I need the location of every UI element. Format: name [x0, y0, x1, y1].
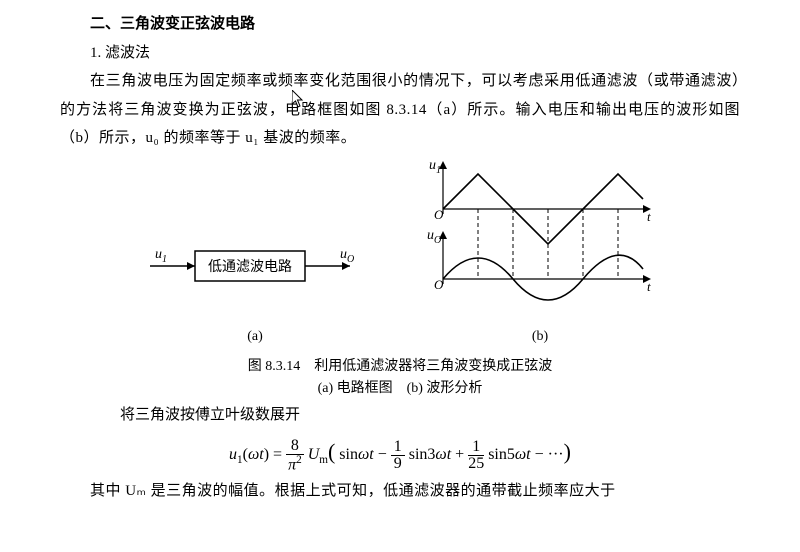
figure-caption-line1: 图 8.3.14 利用低通滤波器将三角波变换成正弦波 — [60, 356, 740, 378]
sub-heading: 1. 滤波法 — [60, 39, 740, 68]
figure-caption-line2: (a) 电路框图 (b) 波形分析 — [60, 378, 740, 400]
svg-text:t: t — [647, 279, 651, 294]
fourier-intro: 将三角波按傅立叶级数展开 — [60, 401, 740, 430]
block-diagram: u1 低通滤波电路 uO — [145, 236, 365, 296]
paragraph-1: 在三角波电压为固定频率或频率变化范围很小的情况下，可以考虑采用低通滤波（或带通滤… — [60, 67, 740, 153]
svg-text:低通滤波电路: 低通滤波电路 — [208, 259, 292, 275]
document-page: 二、三角波变正弦波电路 1. 滤波法 在三角波电压为固定频率或频率变化范围很小的… — [0, 0, 800, 506]
svg-text:O: O — [434, 277, 444, 292]
waveform-diagram: u1 O t uO — [425, 159, 655, 314]
figure-caption: 图 8.3.14 利用低通滤波器将三角波变换成正弦波 (a) 电路框图 (b) … — [60, 356, 740, 401]
fourier-equation: u1(ωt) = 8 π2 Um( sinωt − 1 9 sin3ωt + 1… — [60, 431, 740, 473]
svg-text:O: O — [434, 207, 444, 222]
svg-text:uO: uO — [427, 228, 441, 246]
svg-text:t: t — [647, 209, 651, 224]
figure-b: u1 O t uO — [425, 159, 655, 351]
figure-a-label: (a) — [247, 324, 263, 351]
section-heading: 二、三角波变正弦波电路 — [60, 10, 740, 39]
figure-area: u1 低通滤波电路 uO (a) u1 — [60, 159, 740, 351]
svg-text:u1: u1 — [155, 247, 167, 265]
figure-b-label: (b) — [532, 324, 548, 351]
figure-a: u1 低通滤波电路 uO (a) — [145, 236, 365, 351]
svg-text:u1: u1 — [429, 159, 441, 176]
paragraph-last: 其中 Uₘ 是三角波的幅值。根据上式可知，低通滤波器的通带截止频率应大于 — [60, 477, 740, 506]
